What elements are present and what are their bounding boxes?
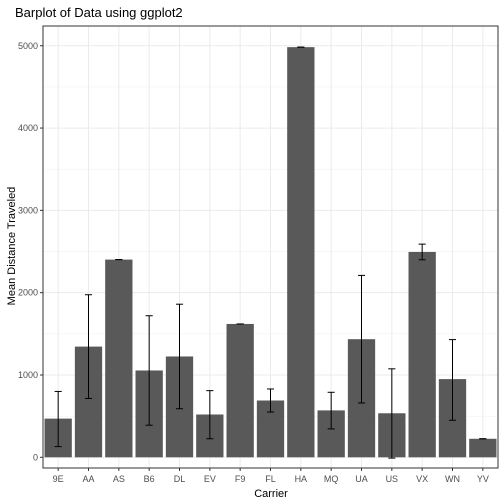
x-tick-label-AS: AS [113,474,125,484]
x-tick-label-US: US [386,474,399,484]
x-tick-label-AA: AA [82,474,94,484]
x-tick-label-DL: DL [174,474,186,484]
x-tick-label-B6: B6 [144,474,155,484]
x-tick-label-F9: F9 [235,474,246,484]
bar-VX [408,251,436,458]
x-tick-label-WN: WN [445,474,460,484]
x-tick-label-UA: UA [355,474,368,484]
y-axis: 0 1000 2000 3000 4000 5000 [18,41,43,462]
error-bars-layer [54,46,487,459]
y-axis-title: Mean Distance Traveled [6,187,18,306]
y-tick-label: 4000 [18,123,38,133]
y-tick-label: 3000 [18,205,38,215]
x-tick-label-9E: 9E [53,474,64,484]
y-tick-label: 5000 [18,41,38,51]
x-tick-label-VX: VX [416,474,428,484]
bar-HA [287,47,315,458]
x-axis: 9E AA AS B6 DL EV F9 FL HA MQ UA US VX WN YV [53,468,489,484]
y-tick-label: 1000 [18,370,38,380]
x-axis-title: Carrier [254,488,288,500]
bar-AS [105,259,133,458]
y-tick-label: 0 [33,452,38,462]
bar-F9 [226,323,254,458]
x-tick-label-MQ: MQ [324,474,339,484]
x-tick-label-HA: HA [295,474,308,484]
x-tick-label-EV: EV [204,474,216,484]
bar-YV [469,438,497,458]
x-tick-label-FL: FL [265,474,276,484]
y-tick-label: 2000 [18,288,38,298]
chart-title: Barplot of Data using ggplot2 [15,5,183,20]
x-tick-label-YV: YV [477,474,489,484]
